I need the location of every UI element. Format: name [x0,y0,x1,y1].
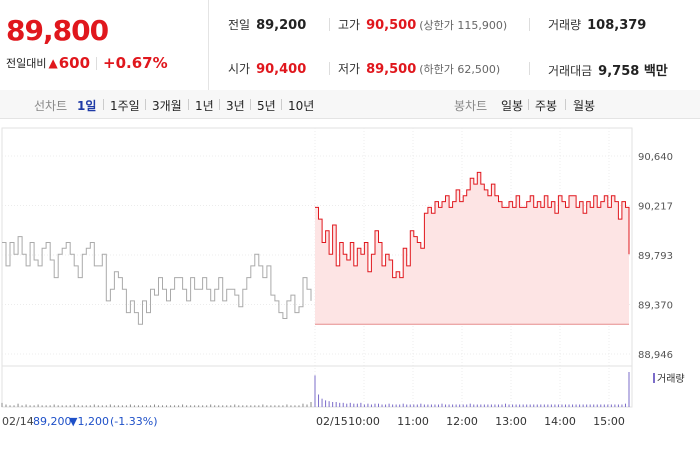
prev-day-change: ▼1,200 [69,415,109,428]
open-value: 90,400 [256,62,307,77]
tab-1w[interactable]: 1주일 [110,99,140,113]
y-tick-label: 90,640 [638,152,673,163]
tab-daily-candle[interactable]: 일봉 [501,99,524,113]
trade-value: 9,758 백만 [598,64,668,79]
tab-1y[interactable]: 1년 [195,99,214,113]
open-label: 시가 [228,62,251,76]
x-tick-label-prev-day: 02/14 [2,415,34,428]
high-stat: 고가 90,500 (상한가 115,900) [338,16,507,33]
prev-close-stat: 전일 89,200 [228,16,306,33]
quote-header: 89,800 전일대비 ▲ 600 +0.67% 전일 89,200 고가 90… [0,0,700,91]
prev-close-label: 전일 [228,18,251,32]
divider [103,99,104,110]
x-tick-label: 14:00 [544,415,576,428]
divider [145,99,146,110]
low-stat: 저가 89,500 (하한가 62,500) [338,60,500,77]
low-value: 89,500 [366,62,417,77]
tab-3m[interactable]: 3개월 [152,99,182,113]
price-summary: 89,800 전일대비 ▲ 600 +0.67% [0,0,209,90]
today-price-line [315,171,630,279]
x-tick-label: 12:00 [446,415,478,428]
volume-value: 108,379 [587,18,647,33]
prev-day-close: 89,200 [33,415,72,428]
y-tick-label: 88,946 [638,350,673,361]
open-stat: 시가 90,400 [228,60,306,77]
up-triangle-icon: ▲ [48,56,58,70]
y-tick-label: 89,793 [638,251,673,262]
volume-legend-marker [653,373,655,383]
high-value: 90,500 [366,18,417,33]
current-price: 89,800 [6,14,109,47]
low-label: 저가 [338,62,361,76]
divider [529,18,530,31]
divider [281,99,282,110]
divider [250,99,251,110]
divider [329,62,330,75]
period-tabs: 선차트 1일 1주일 3개월 1년 3년 5년 10년 봉차트 일봉 주봉 월봉 [0,90,700,119]
tab-3y[interactable]: 3년 [226,99,245,113]
volume-legend-label: 거래량 [657,373,685,385]
y-tick-label: 90,217 [638,201,673,212]
trade-value-stat: 거래대금 9,758 백만 [548,60,668,79]
lower-limit: (하한가 62,500) [419,63,501,76]
x-tick-label: 15:00 [593,415,625,428]
line-chart-header: 선차트 [34,99,68,113]
tab-monthly-candle[interactable]: 월봉 [573,99,596,113]
trade-value-label: 거래대금 [548,64,593,78]
change-percent: +0.67% [103,54,168,72]
x-tick-label: 13:00 [495,415,527,428]
today-area-fill [315,172,629,325]
x-tick-label: 10:00 [348,415,380,428]
x-tick-label: 02/15 [316,415,348,428]
divider [219,99,220,110]
tab-weekly-candle[interactable]: 주봉 [535,99,558,113]
divider [329,18,330,31]
prev-day-percent: (-1.33%) [110,415,158,428]
plot-frame [1,127,633,408]
tab-10y[interactable]: 10년 [288,99,315,113]
divider [529,62,530,75]
change-amount: 600 [58,54,91,72]
divider [565,99,566,110]
divider [188,99,189,110]
upper-limit: (상한가 115,900) [419,19,508,32]
x-tick-label: 11:00 [397,415,429,428]
volume-stat: 거래량 108,379 [548,16,646,33]
change-row: 전일대비 ▲ 600 +0.67% [6,54,168,72]
y-tick-label: 89,370 [638,300,673,311]
divider [528,99,529,110]
divider [96,56,98,70]
high-label: 고가 [338,18,361,32]
prev-day-line [2,236,312,325]
change-label: 전일대비 [6,57,47,70]
tab-5y[interactable]: 5년 [257,99,276,113]
prev-close-value: 89,200 [256,18,307,33]
candle-chart-header: 봉차트 [454,99,488,113]
tab-1d[interactable]: 1일 [77,99,97,113]
volume-label: 거래량 [548,18,582,32]
